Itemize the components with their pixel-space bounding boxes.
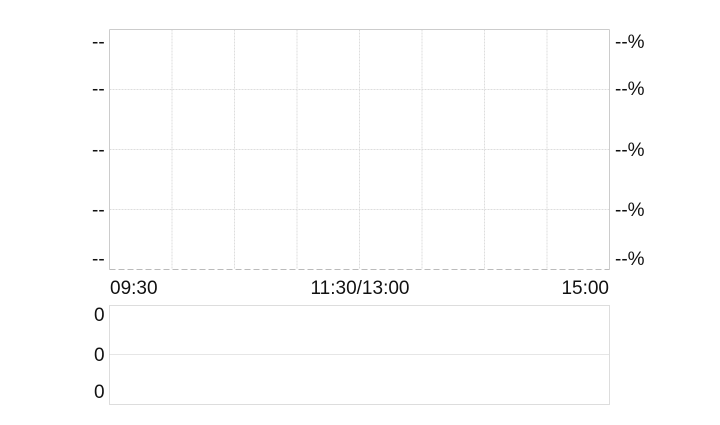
- x-tick-label: 09:30: [110, 278, 158, 299]
- left-axis-tick: --: [92, 140, 105, 161]
- left-axis-tick: --: [92, 200, 105, 221]
- left-axis-tick: --: [92, 79, 105, 100]
- volume-axis-tick: 0: [94, 382, 105, 403]
- right-axis-tick: --%: [615, 32, 645, 53]
- left-axis-tick: --: [92, 32, 105, 53]
- right-axis-tick: --%: [615, 200, 645, 221]
- right-axis-tick: --%: [615, 79, 645, 100]
- x-tick-label: 11:30/13:00: [311, 278, 410, 299]
- right-axis-tick: --%: [615, 249, 645, 270]
- x-tick-label: 15:00: [561, 278, 609, 299]
- volume-axis-tick: 0: [94, 305, 105, 326]
- left-axis-tick: --: [92, 249, 105, 270]
- volume-axis-tick: 0: [94, 345, 105, 366]
- right-axis-tick: --%: [615, 140, 645, 161]
